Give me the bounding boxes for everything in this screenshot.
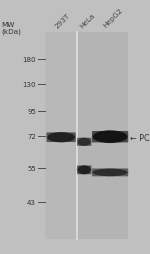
Text: HeLa: HeLa [78,12,96,29]
Ellipse shape [47,133,75,143]
Text: HepG2: HepG2 [102,7,124,29]
Text: 130: 130 [22,81,36,87]
Ellipse shape [78,166,91,175]
Text: ← PCK2: ← PCK2 [130,133,150,142]
Text: 43: 43 [27,199,36,205]
Ellipse shape [78,138,91,146]
FancyBboxPatch shape [46,133,76,142]
Text: MW
(kDa): MW (kDa) [2,22,21,35]
Bar [77,33,128,239]
FancyBboxPatch shape [77,138,92,146]
Text: 293T: 293T [54,12,71,29]
Text: 55: 55 [27,165,36,171]
FancyBboxPatch shape [77,166,92,174]
Ellipse shape [93,131,128,144]
FancyBboxPatch shape [92,169,128,177]
Text: 95: 95 [27,108,36,114]
Text: 72: 72 [27,134,36,140]
Ellipse shape [93,169,128,177]
Text: 180: 180 [22,57,36,63]
Bar [45,33,77,239]
FancyBboxPatch shape [92,132,128,143]
